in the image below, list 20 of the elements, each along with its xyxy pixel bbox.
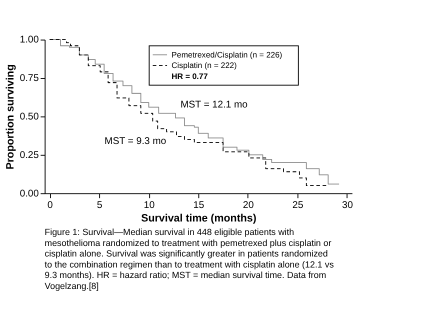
- y-axis-title: Proportion surviving: [4, 64, 16, 170]
- x-tick-label: 0: [47, 200, 54, 211]
- annotation: MST = 9.3 mo: [104, 136, 167, 148]
- y-tick-label: 0.00: [20, 188, 40, 200]
- x-tick-label: 15: [193, 200, 205, 211]
- x-tick-label: 25: [292, 200, 304, 211]
- y-tick-label: 1.00: [20, 34, 40, 46]
- x-tick-label: 5: [96, 200, 103, 211]
- legend-label: Cisplatin (n = 222): [172, 61, 238, 70]
- legend-label: Pemetrexed/Cisplatin (n = 226): [172, 50, 283, 60]
- annotation: HR = 0.77: [172, 72, 208, 81]
- y-tick-label: 0.25: [20, 150, 40, 161]
- caption: Figure 1: Survival—Median survival in 448 eligible patients with mesothelioma randomized to treatment with pemetrexed plus cisplatin or cisplatin alone. Survival was significantly greater in patients randomized to the combination regimen than to treatment with cisplatin alone (12.1 vs 9.3 months). HR = hazard ratio; MST = median survival time. Data from Vogelzang.[8]: [44, 227, 334, 291]
- y-tick-label: 0.75: [20, 73, 40, 84]
- x-tick-label: 30: [342, 200, 354, 211]
- x-tick-label: 20: [242, 200, 254, 211]
- annotation: MST = 12.1 mo: [180, 99, 248, 110]
- y-tick-label: 0.50: [20, 112, 40, 123]
- x-tick-label: 10: [144, 200, 156, 211]
- x-axis-title: Survival time (months): [141, 212, 257, 224]
